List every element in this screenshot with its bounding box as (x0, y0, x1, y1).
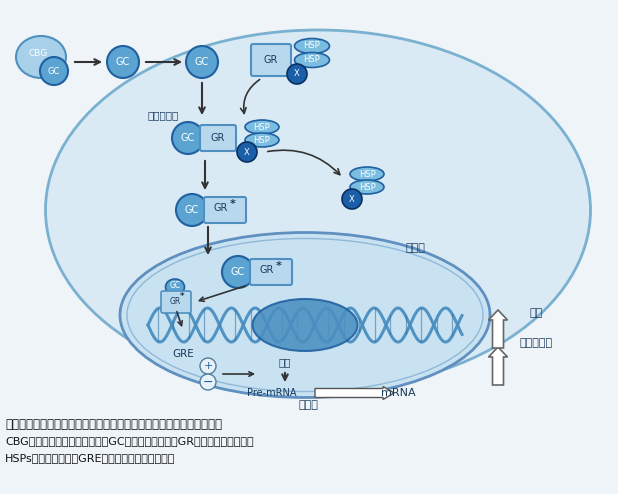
Text: X: X (244, 148, 250, 157)
Text: *: * (276, 261, 282, 271)
Circle shape (222, 256, 254, 288)
Circle shape (172, 122, 204, 154)
Text: GR: GR (211, 133, 225, 143)
Text: 活性蛋白质: 活性蛋白质 (520, 338, 552, 348)
Circle shape (200, 358, 216, 374)
Text: GC: GC (195, 57, 209, 67)
Text: 效应: 效应 (530, 308, 543, 318)
Ellipse shape (295, 52, 329, 68)
Text: 转录: 转录 (279, 357, 291, 367)
Text: GC: GC (48, 67, 60, 76)
Text: *: * (180, 291, 184, 300)
FancyArrow shape (488, 310, 507, 348)
Text: 细胞核: 细胞核 (405, 243, 425, 253)
Ellipse shape (350, 180, 384, 194)
Text: CBG: CBG (28, 48, 48, 57)
Circle shape (176, 194, 208, 226)
Ellipse shape (350, 167, 384, 181)
Ellipse shape (245, 120, 279, 134)
Text: HSPs：热休克蛋白；GRE：糖皮质激素受体元件。: HSPs：热休克蛋白；GRE：糖皮质激素受体元件。 (5, 453, 176, 463)
FancyBboxPatch shape (204, 197, 246, 223)
Circle shape (40, 57, 68, 85)
Ellipse shape (16, 36, 66, 78)
Circle shape (237, 142, 257, 162)
Text: HSP: HSP (358, 182, 375, 192)
FancyBboxPatch shape (200, 125, 236, 151)
Text: HSP: HSP (358, 169, 375, 178)
Circle shape (342, 189, 362, 209)
Text: GC: GC (116, 57, 130, 67)
Text: *: * (230, 199, 236, 209)
Text: Pre-mRNA: Pre-mRNA (247, 388, 297, 398)
Text: +: + (203, 361, 213, 371)
FancyArrow shape (315, 386, 394, 400)
Text: 细胞浆: 细胞浆 (298, 400, 318, 410)
Circle shape (287, 64, 307, 84)
Text: GC: GC (181, 133, 195, 143)
Text: GC: GC (169, 281, 180, 289)
Text: X: X (349, 195, 355, 204)
Text: GC: GC (231, 267, 245, 277)
Text: X: X (294, 70, 300, 79)
Text: CBG：皮质类固醇结合球蛋白；GC：糖皮质激素类；GR：糖皮质激素受体；: CBG：皮质类固醇结合球蛋白；GC：糖皮质激素类；GR：糖皮质激素受体； (5, 436, 253, 446)
Ellipse shape (295, 39, 329, 53)
Ellipse shape (245, 133, 279, 147)
Text: mRNA: mRNA (381, 388, 415, 398)
FancyBboxPatch shape (250, 259, 292, 285)
FancyArrow shape (488, 347, 507, 385)
Text: （不稳定）: （不稳定） (147, 110, 179, 120)
Ellipse shape (46, 30, 591, 390)
Text: GR: GR (214, 203, 228, 213)
Text: HSP: HSP (303, 41, 320, 50)
Text: GR: GR (169, 296, 180, 305)
Text: GRE: GRE (172, 349, 194, 359)
Ellipse shape (120, 233, 490, 398)
Text: GR: GR (264, 55, 278, 65)
Text: HSP: HSP (303, 55, 320, 65)
Circle shape (200, 374, 216, 390)
Text: HSP: HSP (253, 123, 271, 131)
Circle shape (186, 46, 218, 78)
Text: −: − (203, 375, 213, 388)
Ellipse shape (166, 279, 185, 295)
FancyBboxPatch shape (251, 44, 291, 76)
Text: HSP: HSP (253, 135, 271, 145)
FancyBboxPatch shape (161, 291, 191, 313)
Text: GR: GR (260, 265, 274, 275)
Text: GC: GC (185, 205, 199, 215)
Text: 糖皮质激素类药物作用于细胞内糖皮质激素受体产生基因效应的示意图: 糖皮质激素类药物作用于细胞内糖皮质激素受体产生基因效应的示意图 (5, 418, 222, 431)
Ellipse shape (253, 299, 357, 351)
Circle shape (107, 46, 139, 78)
